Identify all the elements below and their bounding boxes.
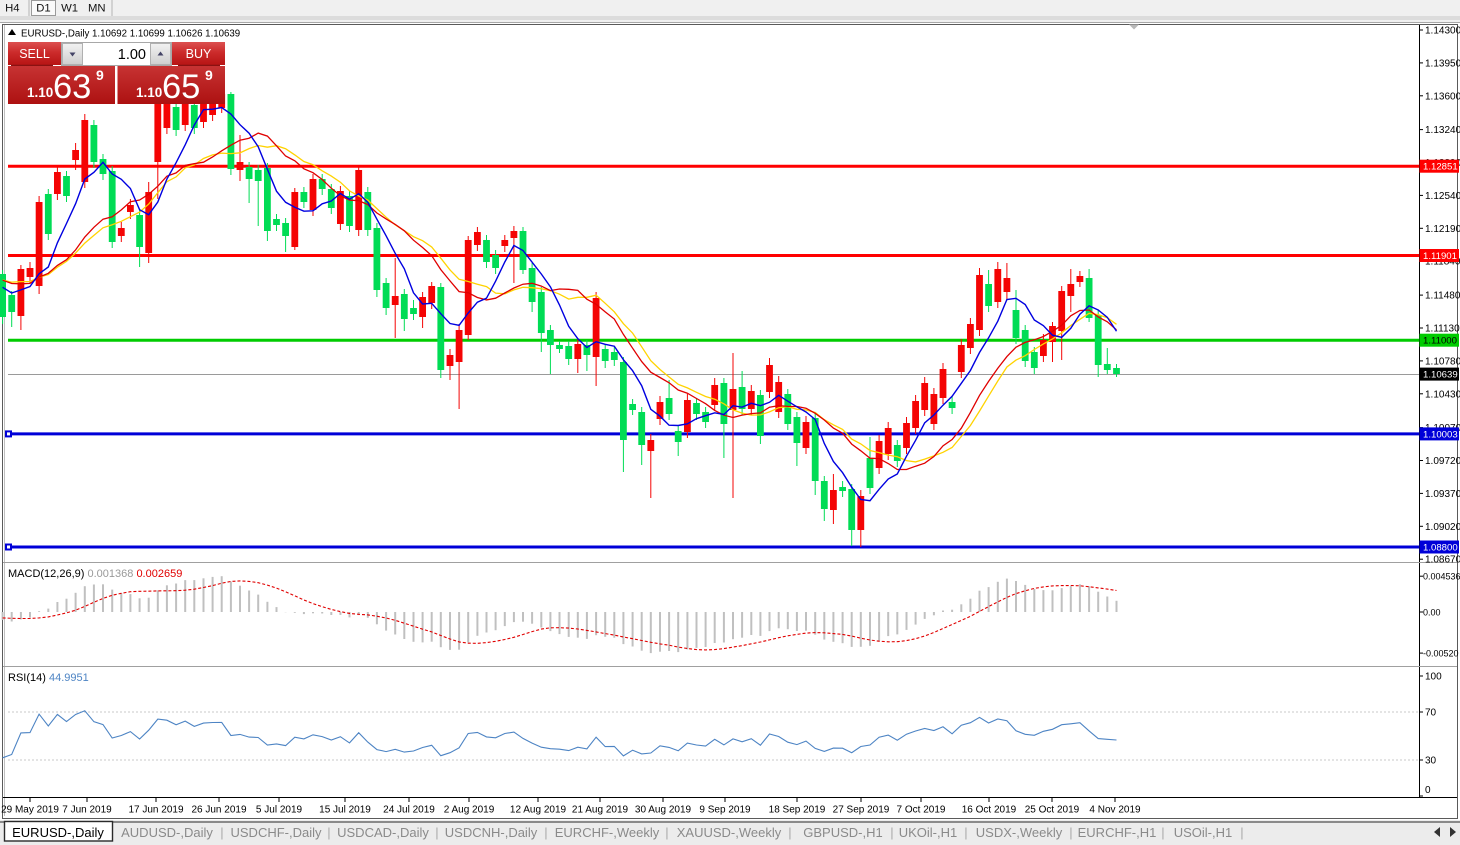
svg-text:|: | xyxy=(890,825,893,840)
svg-text:MN: MN xyxy=(88,3,106,15)
svg-text:9 Sep 2019: 9 Sep 2019 xyxy=(699,805,751,816)
svg-text:1.10780: 1.10780 xyxy=(1425,356,1460,367)
svg-text:AUDUSD-,Daily: AUDUSD-,Daily xyxy=(121,825,213,840)
svg-text:W1: W1 xyxy=(61,3,78,15)
svg-text:|: | xyxy=(544,825,547,840)
svg-text:27 Sep 2019: 27 Sep 2019 xyxy=(833,805,890,816)
svg-text:MACD(12,26,9) 0.001368 0.00265: MACD(12,26,9) 0.001368 0.002659 xyxy=(8,568,182,580)
svg-text:1.14300: 1.14300 xyxy=(1425,26,1460,37)
svg-text:1.12190: 1.12190 xyxy=(1425,224,1460,235)
svg-text:18 Sep 2019: 18 Sep 2019 xyxy=(769,805,826,816)
svg-text:100: 100 xyxy=(1425,672,1442,683)
svg-text:UKOil-,H1: UKOil-,H1 xyxy=(899,825,958,840)
svg-text:1.09020: 1.09020 xyxy=(1425,522,1460,533)
svg-text:1.09370: 1.09370 xyxy=(1425,489,1460,500)
svg-text:26 Jun 2019: 26 Jun 2019 xyxy=(191,805,246,816)
svg-text:RSI(14) 44.9951: RSI(14) 44.9951 xyxy=(8,672,89,684)
svg-text:2 Aug 2019: 2 Aug 2019 xyxy=(444,805,495,816)
svg-text:24 Jul 2019: 24 Jul 2019 xyxy=(383,805,435,816)
svg-text:|: | xyxy=(1240,825,1243,840)
svg-text:30: 30 xyxy=(1425,756,1437,767)
svg-text:H4: H4 xyxy=(5,3,19,15)
svg-text:7 Jun 2019: 7 Jun 2019 xyxy=(62,805,112,816)
svg-text:USDCAD-,Daily: USDCAD-,Daily xyxy=(337,825,429,840)
svg-text:1.11130: 1.11130 xyxy=(1425,324,1460,335)
svg-text:0: 0 xyxy=(1425,785,1431,796)
svg-text:1.10639: 1.10639 xyxy=(1423,370,1458,381)
svg-text:30 Aug 2019: 30 Aug 2019 xyxy=(635,805,692,816)
svg-text:|: | xyxy=(435,825,438,840)
svg-text:1.11480: 1.11480 xyxy=(1425,291,1460,302)
svg-text:|: | xyxy=(1161,825,1164,840)
svg-text:9: 9 xyxy=(205,67,213,83)
svg-text:65: 65 xyxy=(162,68,200,106)
svg-text:0.00: 0.00 xyxy=(1423,608,1441,618)
svg-text:4 Nov 2019: 4 Nov 2019 xyxy=(1089,805,1141,816)
svg-text:1.13600: 1.13600 xyxy=(1425,91,1460,102)
svg-text:15 Jul 2019: 15 Jul 2019 xyxy=(319,805,371,816)
svg-text:USDCNH-,Daily: USDCNH-,Daily xyxy=(445,825,538,840)
svg-text:|: | xyxy=(788,825,791,840)
svg-text:D1: D1 xyxy=(36,3,50,15)
svg-text:1.08800: 1.08800 xyxy=(1423,542,1458,553)
svg-text:USOil-,H1: USOil-,H1 xyxy=(1174,825,1233,840)
svg-text:SELL: SELL xyxy=(19,47,50,61)
svg-text:|: | xyxy=(327,825,330,840)
svg-text:9: 9 xyxy=(96,67,104,83)
svg-text:|: | xyxy=(220,825,223,840)
svg-text:1.11840: 1.11840 xyxy=(1425,257,1460,268)
svg-text:12 Aug 2019: 12 Aug 2019 xyxy=(510,805,567,816)
svg-text:1.10: 1.10 xyxy=(27,85,53,100)
svg-text:17 Jun 2019: 17 Jun 2019 xyxy=(128,805,183,816)
svg-text:63: 63 xyxy=(53,68,91,106)
svg-text:1.12540: 1.12540 xyxy=(1425,191,1460,202)
svg-text:1.10: 1.10 xyxy=(136,85,162,100)
svg-text:0.004536: 0.004536 xyxy=(1423,572,1460,582)
svg-text:BUY: BUY xyxy=(186,47,212,61)
svg-text:29 May 2019: 29 May 2019 xyxy=(1,805,59,816)
svg-text:XAUUSD-,Weekly: XAUUSD-,Weekly xyxy=(677,825,782,840)
svg-text:|: | xyxy=(665,825,668,840)
svg-text:70: 70 xyxy=(1425,708,1437,719)
svg-text:USDCHF-,Daily: USDCHF-,Daily xyxy=(231,825,323,840)
svg-text:-0.00520: -0.00520 xyxy=(1423,649,1459,659)
svg-text:16 Oct 2019: 16 Oct 2019 xyxy=(962,805,1017,816)
svg-text:25 Oct 2019: 25 Oct 2019 xyxy=(1025,805,1080,816)
svg-text:1.11000: 1.11000 xyxy=(1423,336,1457,347)
svg-text:1.13950: 1.13950 xyxy=(1425,58,1460,69)
svg-text:EURUSD-,Daily: EURUSD-,Daily xyxy=(12,825,104,840)
svg-text:1.08670: 1.08670 xyxy=(1425,555,1460,566)
svg-text:GBPUSD-,H1: GBPUSD-,H1 xyxy=(803,825,882,840)
svg-text:|: | xyxy=(964,825,967,840)
svg-text:EURUSD-,Daily 1.10692 1.10699: EURUSD-,Daily 1.10692 1.10699 1.10626 1.… xyxy=(21,29,240,40)
svg-text:5 Jul 2019: 5 Jul 2019 xyxy=(256,805,303,816)
svg-text:1.13240: 1.13240 xyxy=(1425,125,1460,136)
svg-text:1.11901: 1.11901 xyxy=(1423,251,1457,262)
svg-text:EURCHF-,Weekly: EURCHF-,Weekly xyxy=(555,825,660,840)
svg-text:1.10003: 1.10003 xyxy=(1423,429,1458,440)
svg-text:|: | xyxy=(1069,825,1072,840)
svg-text:1.09720: 1.09720 xyxy=(1425,456,1460,467)
svg-text:EURCHF-,H1: EURCHF-,H1 xyxy=(1078,825,1157,840)
svg-text:21 Aug 2019: 21 Aug 2019 xyxy=(572,805,629,816)
svg-text:1.00: 1.00 xyxy=(118,47,146,63)
svg-text:USDX-,Weekly: USDX-,Weekly xyxy=(976,825,1063,840)
svg-text:1.10430: 1.10430 xyxy=(1425,389,1460,400)
svg-text:1.12851: 1.12851 xyxy=(1423,162,1458,173)
svg-text:7 Oct 2019: 7 Oct 2019 xyxy=(897,805,946,816)
